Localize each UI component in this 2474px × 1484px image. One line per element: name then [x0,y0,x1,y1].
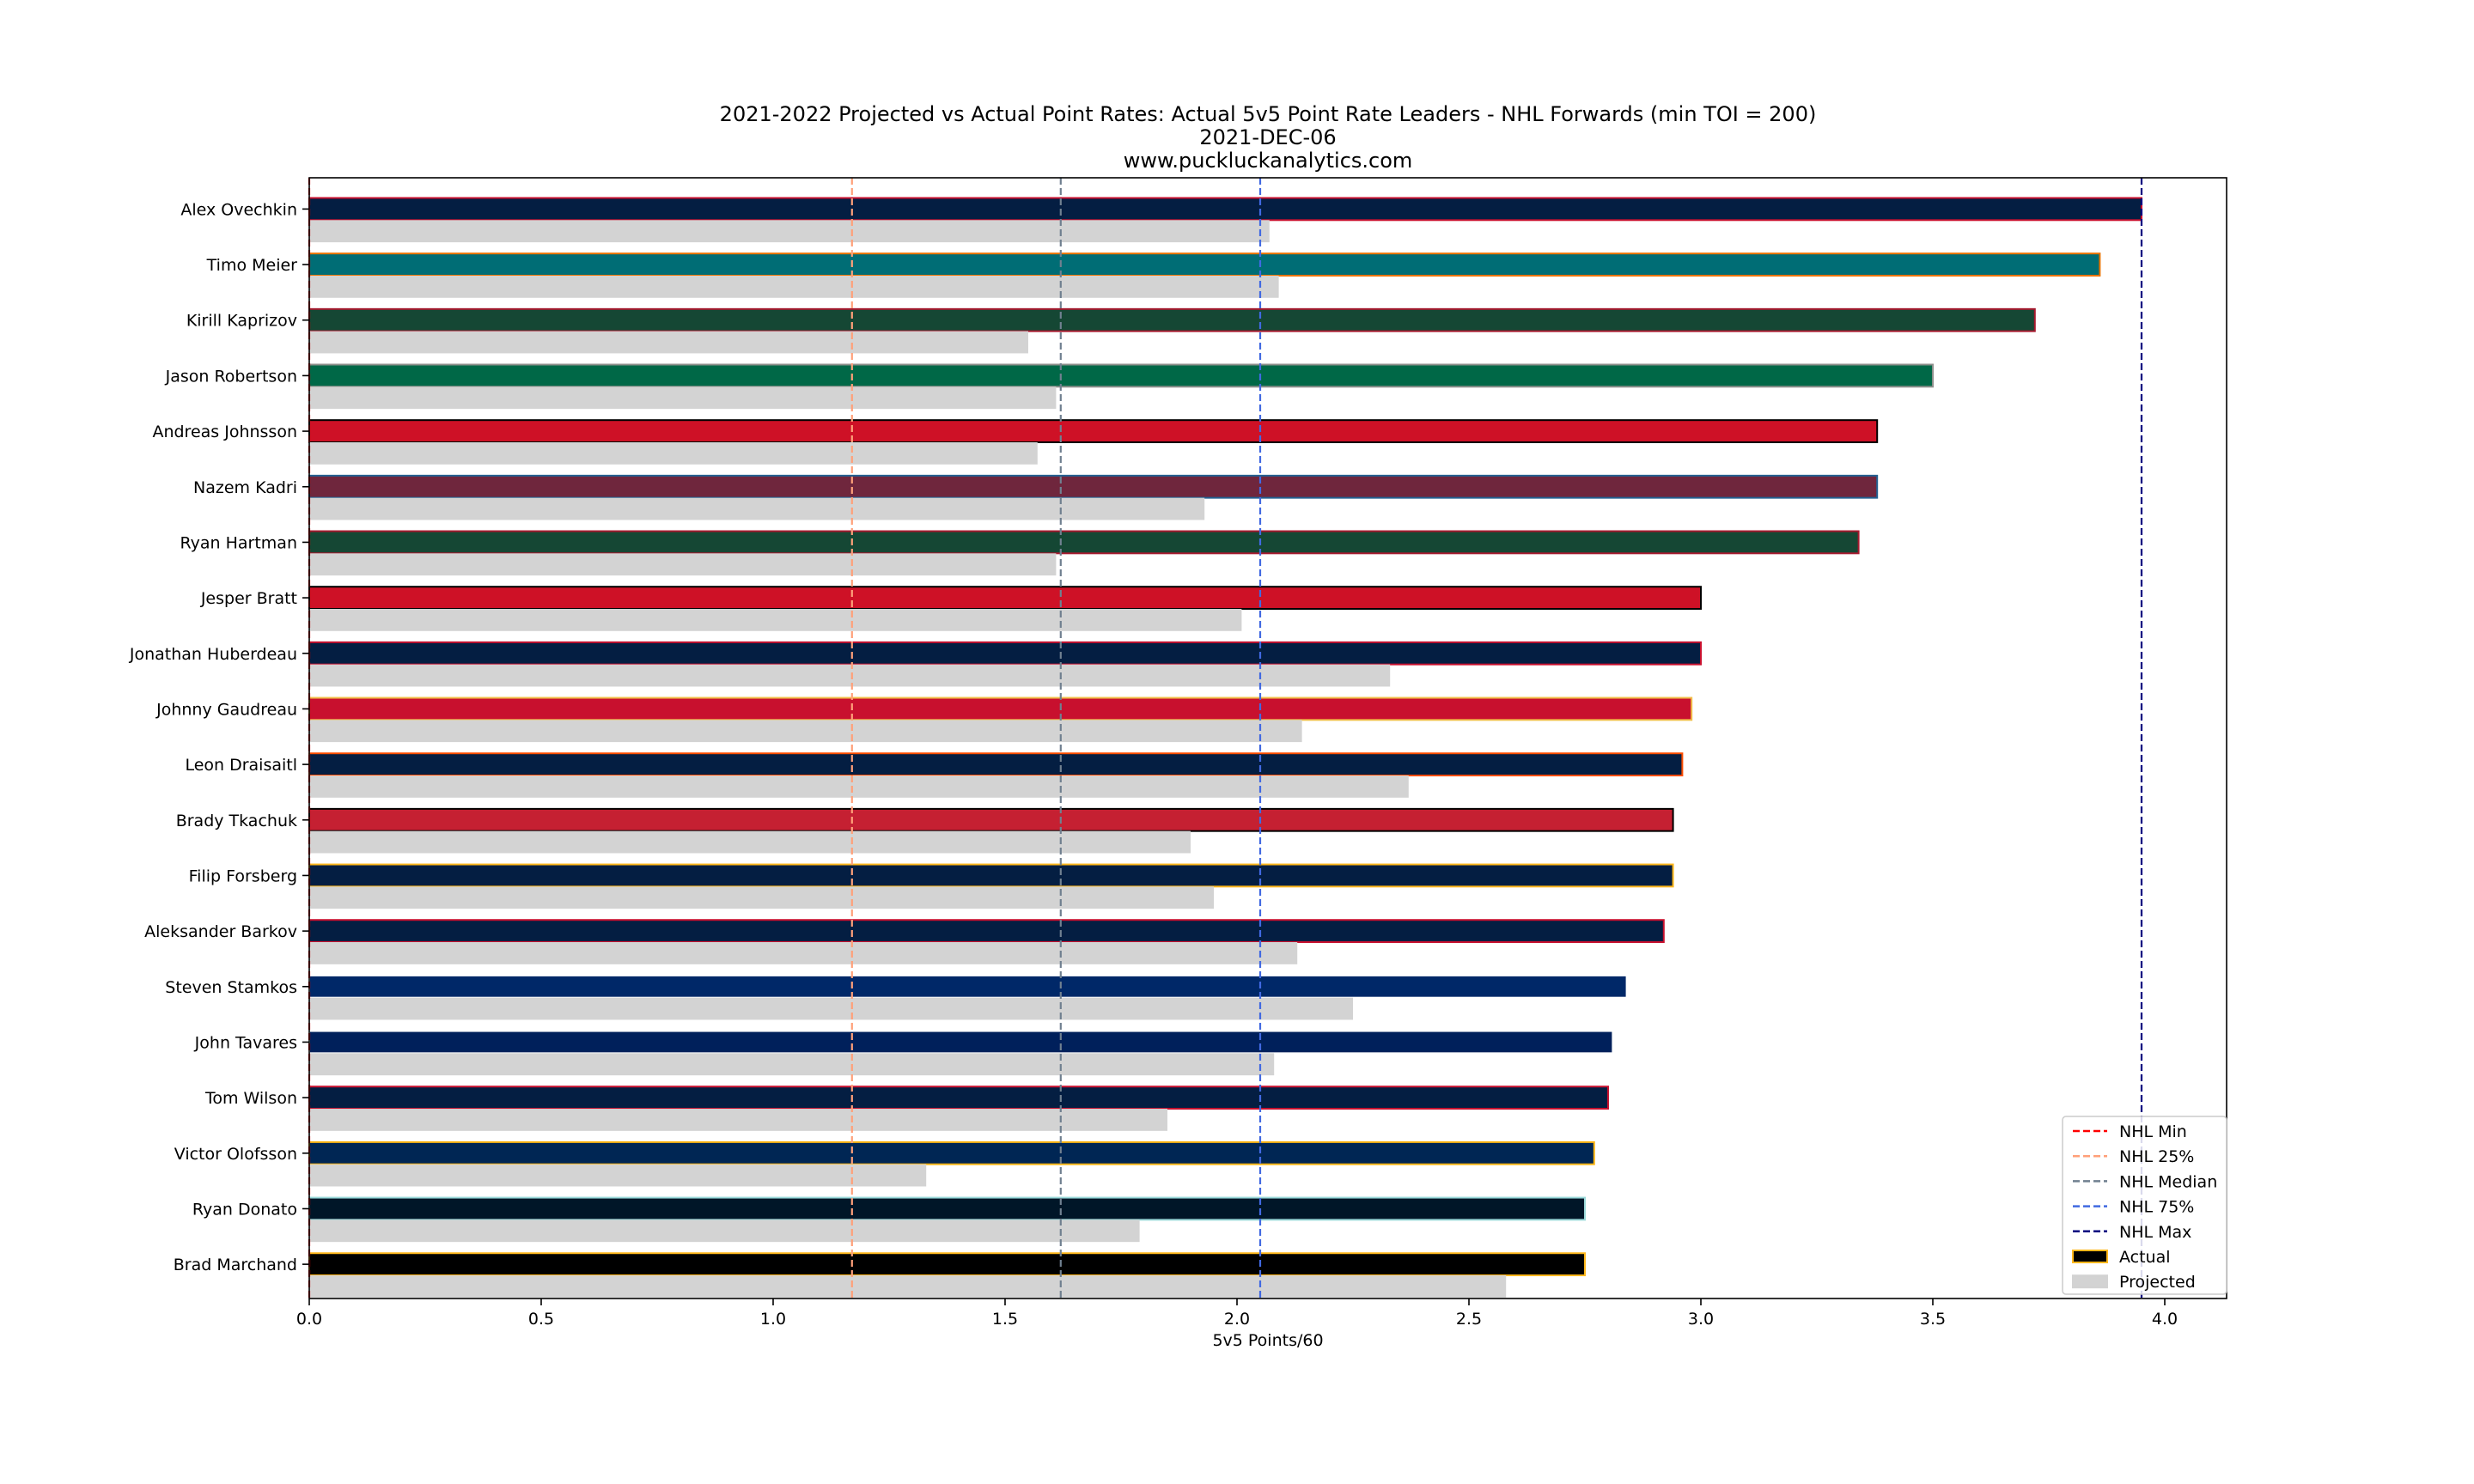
legend-label: Actual [2119,1248,2171,1267]
y-tick-label: Jonathan Huberdeau [129,645,297,664]
actual-bar [308,530,1860,555]
actual-bar [308,419,1879,443]
projected-bar [309,220,1270,243]
actual-bar [308,252,2101,277]
projected-bar [309,553,1057,576]
chart-subtitle-date: 2021-DEC-06 [1199,125,1336,149]
x-tick-label: 4.0 [2152,1310,2178,1329]
actual-bar [308,586,1702,610]
projected-bar [309,1053,1275,1076]
projected-bar [309,1275,1507,1298]
x-tick-label: 0.0 [296,1310,322,1329]
projected-bar [309,275,1279,298]
projected-bar [309,997,1353,1020]
actual-bar [308,863,1674,888]
bar-layer [308,197,2142,1298]
y-tick-label: Jason Robertson [165,367,297,386]
y-tick-label: Victor Olofsson [174,1145,297,1164]
actual-bar [308,696,1693,721]
projected-bar [309,664,1391,687]
legend-label: NHL 75% [2119,1198,2194,1217]
legend-label: NHL Median [2119,1172,2217,1191]
projected-bar [309,1164,927,1187]
actual-bar [308,363,1934,388]
y-tick-label: Tom Wilson [204,1089,297,1108]
legend-label: NHL 25% [2119,1147,2194,1166]
y-tick-label: Filip Forsberg [189,867,297,885]
projected-bar [309,1109,1167,1131]
actual-bar [308,919,1665,944]
actual-bar [308,197,2142,222]
projected-bar [309,331,1028,354]
actual-bar [308,1252,1586,1277]
projected-bar [309,497,1205,520]
x-axis-label: 5v5 Points/60 [1212,1331,1323,1350]
y-tick-label: Andreas Johnsson [152,423,297,441]
projected-bar [309,386,1057,410]
y-tick-label: Brad Marchand [174,1256,297,1274]
legend: NHL Min NHL 25% NHL Median NHL 75% NHL Max Ac… [2062,1116,2227,1295]
y-tick-label: Alex Ovechkin [180,200,297,219]
legend-label: Projected [2119,1273,2196,1292]
y-tick-label: Steven Stamkos [165,978,297,997]
y-tick-label: Jesper Bratt [200,589,297,608]
projected-bar [309,886,1214,909]
x-tick-label: 1.0 [760,1310,786,1329]
y-tick-label: Leon Draisaitl [185,756,297,775]
actual-bar [308,641,1702,666]
projected-bar [309,441,1038,465]
chart-subtitle-website: www.puckluckanalytics.com [1124,149,1413,173]
x-tick-label: 2.5 [1456,1310,1482,1329]
x-tick-label: 3.5 [1920,1310,1946,1329]
actual-bar [308,474,1879,499]
legend-label: NHL Min [2119,1122,2187,1141]
legend-patch-swatch [2072,1274,2108,1289]
actual-bar [308,307,2036,332]
actual-bar [308,807,1674,832]
x-tick-label: 1.5 [992,1310,1018,1329]
chart-title: 2021-2022 Projected vs Actual Point Rate… [720,102,1817,173]
actual-bar [308,1196,1586,1221]
y-tick-label: Brady Tkachuk [176,812,297,830]
y-tick-label: Nazem Kadri [193,478,297,497]
y-tick-label: John Tavares [194,1033,297,1052]
x-axis: 0.0 0.5 1.0 1.5 2.0 2.5 3.0 3.5 4.0 [296,1298,2178,1329]
y-tick-label: Kirill Kaprizov [186,312,297,331]
projected-bar [309,608,1242,631]
projected-bar [309,830,1191,854]
y-tick-label: Johnny Gaudreau [155,700,297,719]
y-tick-label: Ryan Donato [192,1200,297,1219]
chart-title-line-1: 2021-2022 Projected vs Actual Point Rate… [720,102,1817,126]
legend-patch-swatch [2072,1250,2108,1263]
projected-bar [309,720,1302,743]
legend-label: NHL Max [2119,1223,2191,1242]
projected-bar [309,1219,1140,1243]
y-axis: Alex Ovechkin Timo Meier Kirill Kaprizov Ja… [129,200,309,1274]
projected-bar [309,942,1298,964]
x-tick-label: 2.0 [1224,1310,1250,1329]
axes-frame [308,177,2227,1299]
actual-bar [308,974,1628,999]
projected-bar [309,775,1409,798]
actual-bar [308,1140,1595,1165]
y-tick-label: Ryan Hartman [180,533,297,552]
actual-bar [308,752,1684,777]
x-tick-label: 3.0 [1688,1310,1714,1329]
actual-bar [308,1086,1609,1110]
y-tick-label: Aleksander Barkov [144,922,297,941]
x-tick-label: 0.5 [528,1310,554,1329]
actual-bar [308,1030,1614,1055]
y-tick-label: Timo Meier [206,256,298,275]
